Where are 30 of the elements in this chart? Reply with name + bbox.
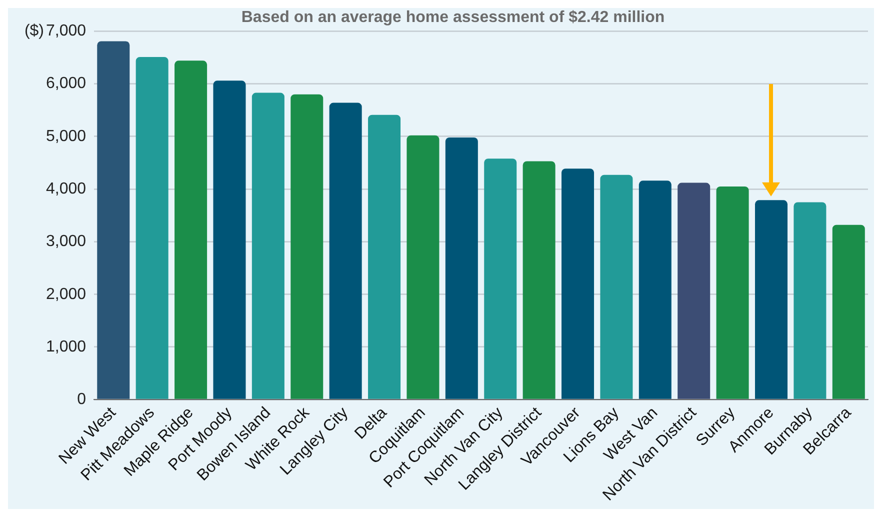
y-tick-label: 2,000 xyxy=(46,286,86,303)
y-axis-title: ($) xyxy=(24,22,44,40)
bar xyxy=(136,56,168,399)
y-tick-label: 1,000 xyxy=(46,338,86,356)
bar xyxy=(329,102,362,399)
bar xyxy=(406,135,440,399)
bar xyxy=(522,161,556,399)
y-tick-label: 0 xyxy=(77,391,86,408)
bar xyxy=(755,200,788,399)
bar xyxy=(368,114,401,399)
bar xyxy=(445,138,478,399)
bar xyxy=(213,80,246,399)
y-tick-label: 3,000 xyxy=(46,233,86,250)
bar xyxy=(678,182,710,399)
bar xyxy=(562,168,594,399)
y-tick-label: 4,000 xyxy=(46,180,86,198)
bar xyxy=(832,224,865,399)
y-tick-label: 6,000 xyxy=(46,75,86,92)
bar xyxy=(97,41,130,399)
bar xyxy=(290,94,324,399)
bar xyxy=(252,92,284,399)
chart-subtitle: Based on an average home assessment of $2.42 million xyxy=(241,9,665,26)
bar xyxy=(484,158,517,399)
bar xyxy=(600,174,633,399)
y-tick-label: 7,000 xyxy=(46,22,86,40)
bar xyxy=(638,180,672,399)
bar xyxy=(174,60,208,399)
bar xyxy=(716,186,749,399)
bar xyxy=(794,202,826,399)
y-tick-label: 5,000 xyxy=(46,128,86,145)
